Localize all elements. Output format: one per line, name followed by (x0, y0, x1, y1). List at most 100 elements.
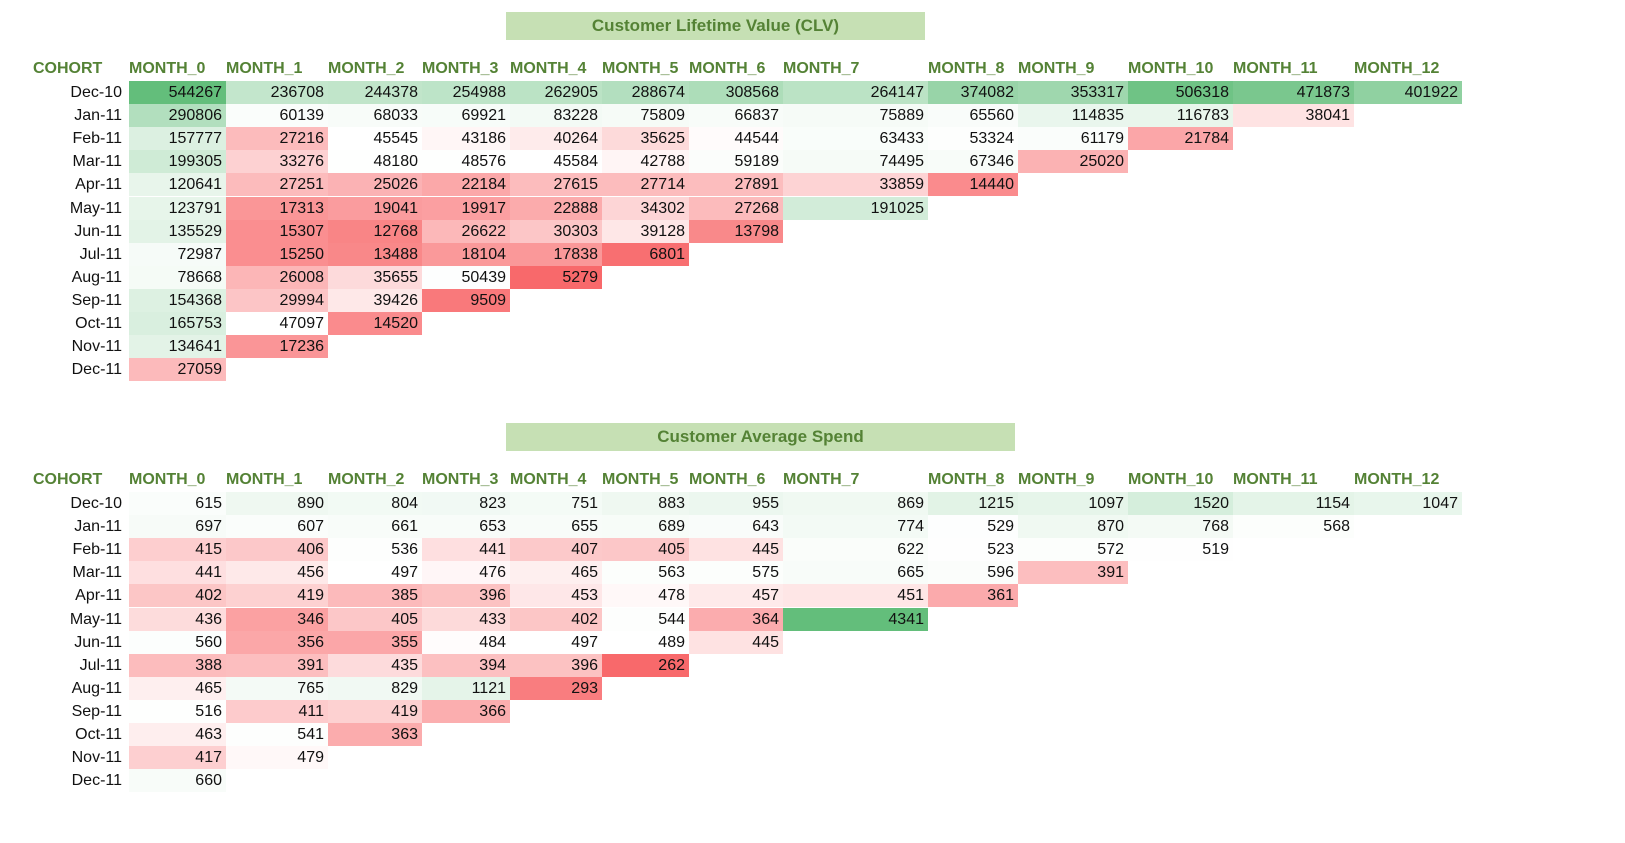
clv-column-header-month-6: MONTH_6 (689, 60, 766, 77)
clv-cell: 26008 (226, 265, 328, 289)
clv-cell: 45584 (510, 150, 602, 174)
clv-cell: 35655 (328, 265, 422, 289)
spend-cohort-label: Apr-11 (75, 587, 122, 605)
spend-cell: 355 (328, 630, 422, 654)
spend-cell: 890 (226, 492, 328, 515)
clv-cell: 506318 (1128, 81, 1233, 104)
spend-cell: 560 (129, 630, 226, 654)
clv-cell: 19041 (328, 196, 422, 220)
spend-cohort-label: Nov-11 (71, 749, 122, 767)
spend-cell: 869 (783, 492, 928, 515)
clv-cell: 33859 (783, 173, 928, 197)
clv-cell: 53324 (928, 127, 1018, 151)
spend-cell: 489 (602, 630, 689, 654)
spend-column-header-month-12: MONTH_12 (1354, 471, 1440, 488)
clv-cell: 135529 (129, 219, 226, 243)
clv-cell: 123791 (129, 196, 226, 220)
spend-cell: 435 (328, 653, 422, 677)
clv-cell: 63433 (783, 127, 928, 151)
spend-cell: 497 (328, 561, 422, 585)
clv-cohort-label: Feb-11 (72, 130, 122, 148)
clv-cell: 40264 (510, 127, 602, 151)
spend-cell: 356 (226, 630, 328, 654)
clv-cell: 30303 (510, 219, 602, 243)
spend-cell: 453 (510, 584, 602, 608)
spend-cell: 479 (226, 746, 328, 770)
clv-cell: 83228 (510, 104, 602, 128)
spend-cohort-label: Jun-11 (74, 633, 122, 651)
spend-cell: 519 (1128, 538, 1233, 562)
spend-cell: 516 (129, 699, 226, 723)
spend-column-header-month-5: MONTH_5 (602, 471, 679, 488)
clv-cell: 17313 (226, 196, 328, 220)
clv-cell: 33276 (226, 150, 328, 174)
spend-cell: 541 (226, 723, 328, 746)
spend-cohort-label: Oct-11 (75, 726, 122, 743)
clv-cell: 25026 (328, 173, 422, 197)
clv-column-header-month-3: MONTH_3 (422, 60, 499, 77)
spend-cell: 391 (226, 653, 328, 677)
clv-cell: 29994 (226, 288, 328, 312)
spend-cell: 445 (689, 630, 783, 654)
spend-cell: 497 (510, 630, 602, 654)
spend-cell: 655 (510, 515, 602, 539)
clv-cell: 34302 (602, 196, 689, 220)
clv-cell: 254988 (422, 81, 510, 104)
spend-cell: 883 (602, 492, 689, 515)
clv-cell: 60139 (226, 104, 328, 128)
clv-column-header-cohort: COHORT (33, 60, 103, 77)
clv-cell: 262905 (510, 81, 602, 104)
spend-column-header-month-1: MONTH_1 (226, 471, 303, 488)
clv-cell: 191025 (783, 196, 928, 220)
spend-cell: 774 (783, 515, 928, 539)
spend-column-header-month-11: MONTH_11 (1233, 471, 1318, 488)
clv-column-header-month-12: MONTH_12 (1354, 60, 1440, 77)
clv-cohort-label: Nov-11 (71, 338, 122, 356)
clv-cell: 50439 (422, 265, 510, 289)
clv-cell: 68033 (328, 104, 422, 128)
clv-cell: 74495 (783, 150, 928, 174)
clv-cell: 59189 (689, 150, 783, 174)
spend-cell: 417 (129, 746, 226, 770)
clv-cohort-label: Sep-11 (71, 291, 122, 309)
spend-cell: 457 (689, 584, 783, 608)
spend-cell: 465 (129, 676, 226, 700)
spend-cell: 476 (422, 561, 510, 585)
spend-column-header-cohort: COHORT (33, 471, 103, 488)
clv-cell: 9509 (422, 288, 510, 312)
clv-cell: 134641 (129, 335, 226, 359)
clv-cohort-label: Dec-10 (70, 84, 122, 101)
spend-cell: 1154 (1233, 492, 1354, 515)
clv-cell: 290806 (129, 104, 226, 128)
spend-cell: 829 (328, 676, 422, 700)
spend-cell: 568 (1233, 515, 1354, 539)
spend-column-header-month-4: MONTH_4 (510, 471, 587, 488)
spend-cell: 463 (129, 723, 226, 746)
spend-cohort-label: Jul-11 (79, 656, 122, 674)
clv-cell: 154368 (129, 288, 226, 312)
spend-cell: 361 (928, 584, 1018, 608)
clv-cell: 69921 (422, 104, 510, 128)
clv-cell: 5279 (510, 265, 602, 289)
spend-cell: 607 (226, 515, 328, 539)
clv-cell: 48180 (328, 150, 422, 174)
clv-cohort-label: Jul-11 (79, 245, 122, 263)
spend-cell: 388 (129, 653, 226, 677)
clv-cell: 27216 (226, 127, 328, 151)
clv-column-header-month-5: MONTH_5 (602, 60, 679, 77)
clv-cell: 75889 (783, 104, 928, 128)
spend-column-header-month-9: MONTH_9 (1018, 471, 1095, 488)
spend-cell: 405 (328, 607, 422, 631)
spend-cell: 436 (129, 607, 226, 631)
clv-cell: 27615 (510, 173, 602, 197)
clv-cohort-label: Jan-11 (74, 107, 122, 125)
clv-cohort-label: Dec-11 (71, 361, 122, 379)
spend-cell: 364 (689, 607, 783, 631)
clv-column-header-month-4: MONTH_4 (510, 60, 587, 77)
clv-cell: 17838 (510, 242, 602, 266)
spend-cell: 396 (422, 584, 510, 608)
spend-cell: 536 (328, 538, 422, 562)
clv-cell: 21784 (1128, 127, 1233, 151)
spend-cell: 415 (129, 538, 226, 562)
clv-cell: 308568 (689, 81, 783, 104)
